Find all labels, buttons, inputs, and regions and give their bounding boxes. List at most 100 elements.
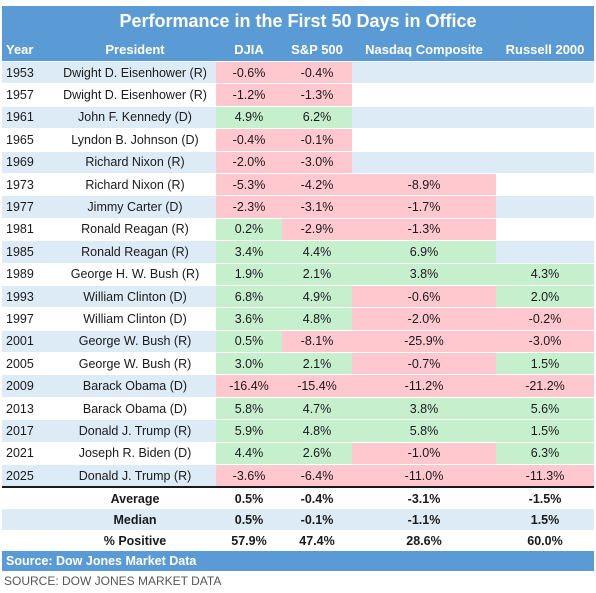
cell-president: George W. Bush (R) — [54, 352, 216, 376]
cell-president: Richard Nixon (R) — [54, 173, 216, 197]
source-bar: Source: Dow Jones Market Data — [2, 551, 594, 572]
column-header-nasdaq: Nasdaq Composite — [352, 37, 496, 62]
cell-nasdaq: -2.0% — [352, 307, 496, 331]
cell-djia: -1.2% — [216, 83, 282, 107]
table-row: 1957 Dwight D. Eisenhower (R) -1.2% -1.3% — [2, 83, 594, 107]
cell-year: 2001 — [2, 330, 54, 354]
cell-president: Donald J. Trump (R) — [54, 464, 216, 488]
cell-sp500: 4.9% — [282, 285, 352, 309]
cell-russell: 4.3% — [496, 263, 594, 286]
column-header-president: President — [54, 37, 216, 62]
cell-sp500: -3.0% — [282, 151, 352, 174]
cell-nasdaq — [352, 83, 496, 107]
cell-nasdaq: 5.8% — [352, 419, 496, 443]
cell-president: Ronald Reagan (R) — [54, 240, 216, 264]
cell-president: Barack Obama (D) — [54, 374, 216, 398]
cell-djia: 3.0% — [216, 352, 282, 376]
cell-sp500: -4.2% — [282, 173, 352, 197]
cell-russell: -0.2% — [496, 307, 594, 331]
cell-sp500: 4.7% — [282, 397, 352, 421]
cell-djia: 5.9% — [216, 419, 282, 443]
cell-russell: 1.5% — [496, 419, 594, 443]
cell-president: William Clinton (D) — [54, 285, 216, 309]
summary-label: % Positive — [54, 530, 216, 552]
summary-sp500: 47.4% — [282, 530, 352, 552]
cell-nasdaq — [352, 151, 496, 174]
cell-sp500: 6.2% — [282, 106, 352, 130]
table-row: 2009 Barack Obama (D) -16.4% -15.4% -11.2% -2… — [2, 374, 594, 398]
cell-sp500: -0.4% — [282, 61, 352, 85]
table-row: 1953 Dwight D. Eisenhower (R) -0.6% -0.4% — [2, 61, 594, 85]
cell-russell — [496, 83, 594, 107]
summary-djia: 57.9% — [216, 530, 282, 552]
cell-year: 2017 — [2, 419, 54, 443]
cell-nasdaq: -0.7% — [352, 352, 496, 376]
cell-year: 1973 — [2, 173, 54, 197]
header-row: Year President DJIA S&P 500 Nasdaq Compo… — [2, 37, 594, 62]
table-row: 1977 Jimmy Carter (D) -2.3% -3.1% -1.7% — [2, 195, 594, 219]
table-row: 2025 Donald J. Trump (R) -3.6% -6.4% -11.0% -… — [2, 464, 594, 488]
cell-sp500: 4.8% — [282, 307, 352, 331]
cell-russell — [496, 128, 594, 152]
summary-djia: 0.5% — [216, 509, 282, 531]
summary-spacer — [2, 509, 54, 531]
cell-nasdaq: -0.6% — [352, 285, 496, 309]
cell-russell — [496, 218, 594, 242]
cell-sp500: -15.4% — [282, 374, 352, 398]
cell-djia: -0.4% — [216, 128, 282, 152]
cell-nasdaq: 3.8% — [352, 397, 496, 421]
cell-russell — [496, 195, 594, 219]
cell-year: 1985 — [2, 240, 54, 264]
summary-russell: 60.0% — [496, 530, 594, 552]
cell-nasdaq — [352, 128, 496, 152]
cell-year: 1969 — [2, 151, 54, 174]
cell-president: George H. W. Bush (R) — [54, 263, 216, 286]
cell-russell: 6.3% — [496, 442, 594, 466]
cell-djia: 3.6% — [216, 307, 282, 331]
cell-russell — [496, 240, 594, 264]
performance-table: Year President DJIA S&P 500 Nasdaq Compo… — [2, 37, 594, 552]
cell-russell: 2.0% — [496, 285, 594, 309]
cell-president: Donald J. Trump (R) — [54, 419, 216, 443]
table-row: 1989 George H. W. Bush (R) 1.9% 2.1% 3.8% 4.3… — [2, 263, 594, 286]
cell-year: 1953 — [2, 61, 54, 85]
table-row: 1985 Ronald Reagan (R) 3.4% 4.4% 6.9% — [2, 240, 594, 264]
cell-djia: -5.3% — [216, 173, 282, 197]
cell-president: Barack Obama (D) — [54, 397, 216, 421]
cell-nasdaq: -1.3% — [352, 218, 496, 242]
cell-year: 1989 — [2, 263, 54, 286]
cell-djia: -2.3% — [216, 195, 282, 219]
cell-president: Ronald Reagan (R) — [54, 218, 216, 242]
cell-president: John F. Kennedy (D) — [54, 106, 216, 130]
table-row: 1973 Richard Nixon (R) -5.3% -4.2% -8.9% — [2, 173, 594, 197]
cell-year: 1993 — [2, 285, 54, 309]
summary-label: Average — [54, 486, 216, 510]
cell-president: Jimmy Carter (D) — [54, 195, 216, 219]
cell-president: Richard Nixon (R) — [54, 151, 216, 174]
summary-djia: 0.5% — [216, 486, 282, 510]
cell-russell: -11.3% — [496, 464, 594, 488]
cell-sp500: 2.6% — [282, 442, 352, 466]
cell-djia: 6.8% — [216, 285, 282, 309]
table-row: 2013 Barack Obama (D) 5.8% 4.7% 3.8% 5.6% — [2, 397, 594, 421]
cell-year: 2021 — [2, 442, 54, 466]
cell-sp500: -6.4% — [282, 464, 352, 488]
cell-sp500: 2.1% — [282, 352, 352, 376]
cell-djia: -16.4% — [216, 374, 282, 398]
summary-nasdaq: -1.1% — [352, 509, 496, 531]
table-row: 1981 Ronald Reagan (R) 0.2% -2.9% -1.3% — [2, 218, 594, 242]
cell-russell: -3.0% — [496, 330, 594, 354]
cell-year: 2009 — [2, 374, 54, 398]
table-row: 1997 William Clinton (D) 3.6% 4.8% -2.0% -0.2… — [2, 307, 594, 331]
column-header-year: Year — [2, 37, 54, 62]
source-caption: SOURCE: DOW JONES MARKET DATA — [4, 574, 222, 588]
table-row: 2017 Donald J. Trump (R) 5.9% 4.8% 5.8% 1.5% — [2, 419, 594, 443]
cell-russell — [496, 61, 594, 85]
cell-russell: 1.5% — [496, 352, 594, 376]
cell-year: 1977 — [2, 195, 54, 219]
cell-nasdaq: -8.9% — [352, 173, 496, 197]
cell-president: Joseph R. Biden (D) — [54, 442, 216, 466]
table-row: 1969 Richard Nixon (R) -2.0% -3.0% — [2, 151, 594, 174]
cell-president: William Clinton (D) — [54, 307, 216, 331]
summary-spacer — [2, 486, 54, 510]
